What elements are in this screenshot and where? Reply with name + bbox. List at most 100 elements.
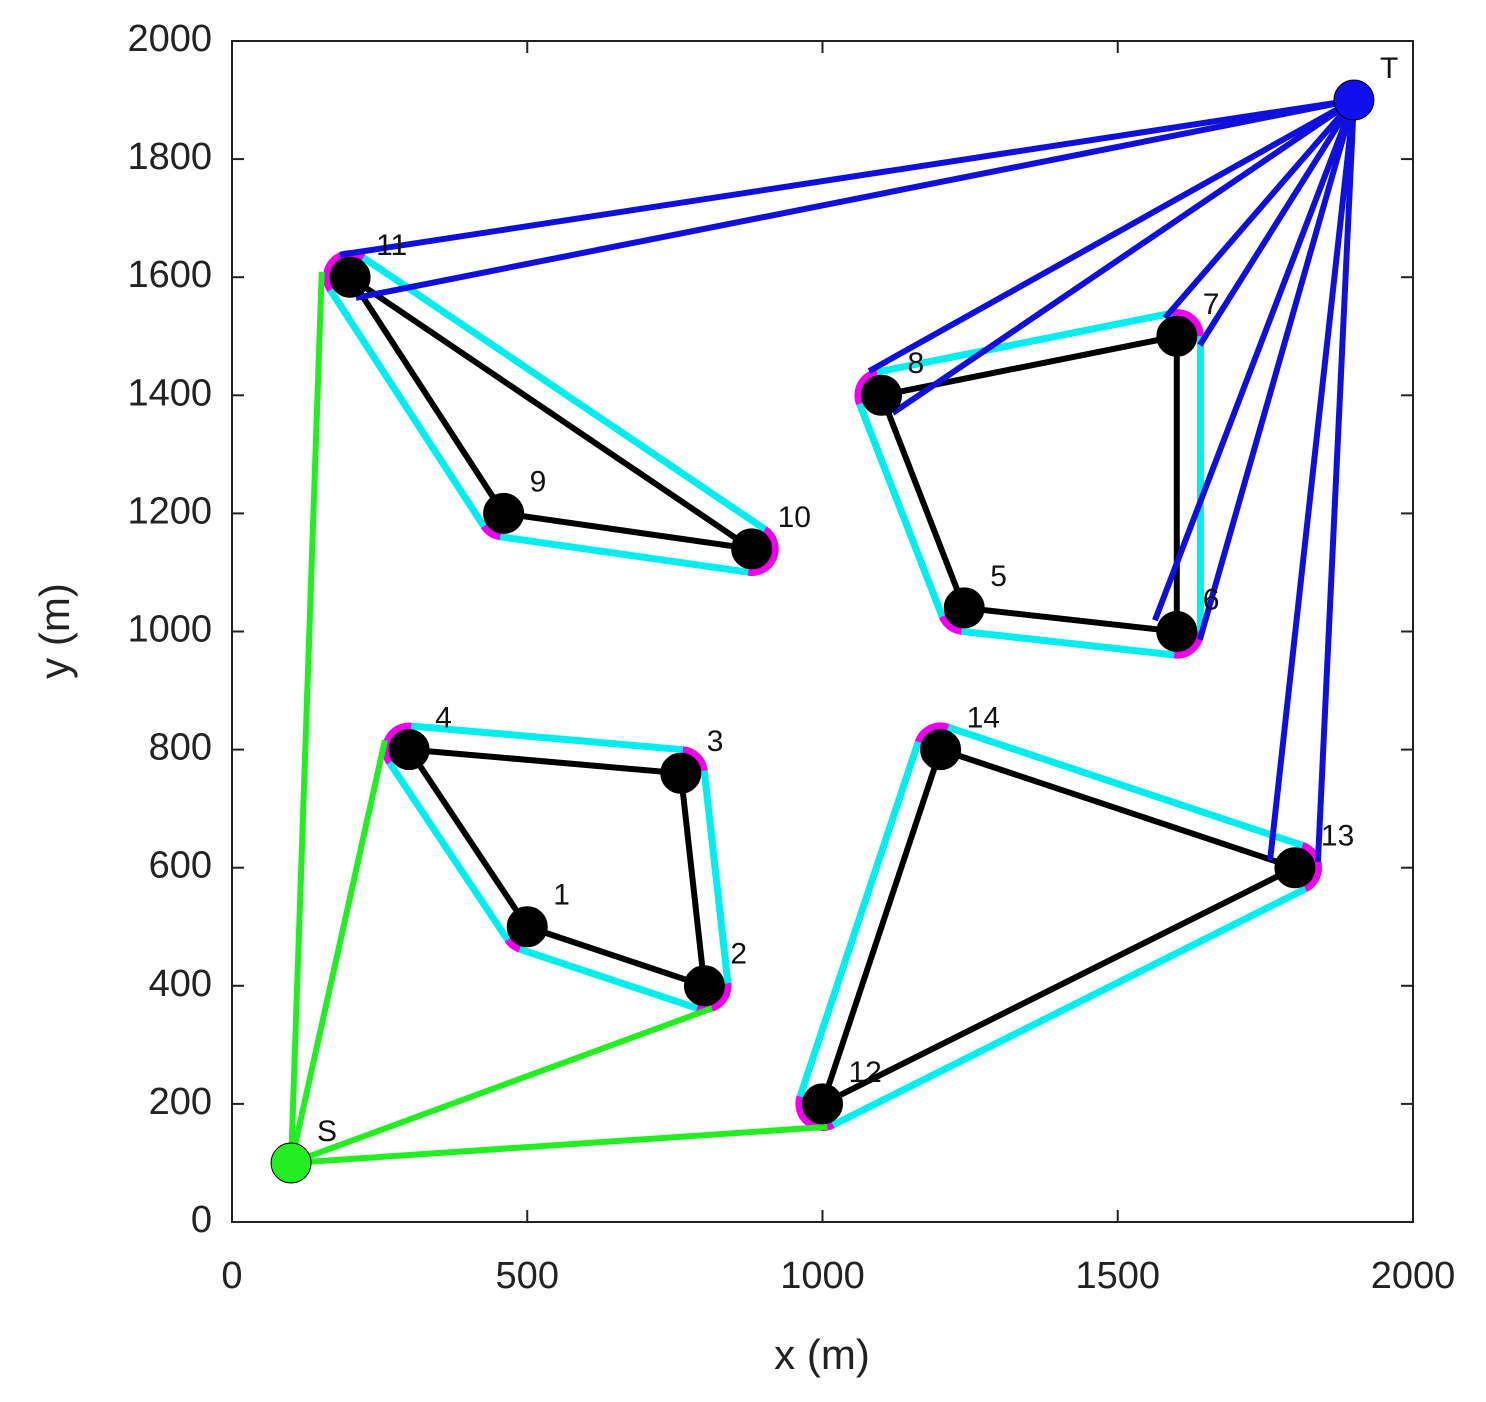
node <box>1156 315 1198 357</box>
outline-segment <box>410 722 684 754</box>
y-tick-label: 1800 <box>127 136 212 178</box>
x-tick-label: 1500 <box>1075 1255 1160 1297</box>
path-segment <box>1314 99 1357 862</box>
path-segment <box>355 97 1355 301</box>
path-segment <box>1162 98 1357 320</box>
node <box>506 906 548 948</box>
outline-corner <box>382 722 412 765</box>
y-tick-label: 1000 <box>127 609 212 651</box>
node-label: S <box>317 1115 337 1148</box>
y-tick-label: 200 <box>149 1081 212 1123</box>
outline-segment <box>499 533 749 576</box>
outline-corner <box>747 526 779 576</box>
outline-segment <box>831 885 1308 1129</box>
node <box>731 528 773 570</box>
outline-segment <box>518 945 699 1012</box>
path-segment <box>867 97 1356 374</box>
node-label: 3 <box>707 725 724 758</box>
node <box>329 256 371 298</box>
y-tick-label: 800 <box>149 727 212 769</box>
node-label: 5 <box>990 560 1007 593</box>
y-tick-label: 1200 <box>127 490 212 532</box>
path-segment <box>288 271 325 1164</box>
outline-corner <box>504 937 522 953</box>
x-tick-label: 2000 <box>1371 1255 1456 1297</box>
node <box>920 729 962 771</box>
node-label: T <box>1380 52 1398 85</box>
outline-segment <box>946 723 1304 849</box>
path-segment <box>290 1123 828 1166</box>
outline-corner <box>1171 309 1204 337</box>
path-segment <box>339 97 1355 258</box>
y-tick-label: 0 <box>191 1199 212 1241</box>
y-tick-label: 2000 <box>127 18 212 60</box>
y-tick-label: 600 <box>149 845 212 887</box>
y-tick-label: 400 <box>149 963 212 1005</box>
edge <box>347 275 507 516</box>
node <box>483 492 525 534</box>
y-axis-label: y (m) <box>31 583 78 679</box>
x-tick-label: 0 <box>221 1255 242 1297</box>
node <box>660 752 702 794</box>
node-label: 7 <box>1203 288 1220 321</box>
path-segment <box>1152 98 1357 622</box>
node <box>943 587 985 629</box>
node-label: 13 <box>1321 820 1354 853</box>
path-segment <box>290 1005 714 1166</box>
outline-segment <box>361 254 767 533</box>
node <box>388 729 430 771</box>
edge <box>819 748 944 1105</box>
path-segment <box>1267 99 1357 861</box>
edge <box>963 604 1178 635</box>
path-segment <box>1196 99 1357 641</box>
outline-segment <box>327 288 487 529</box>
node-label: 1 <box>553 879 570 912</box>
outline-segment <box>386 760 511 942</box>
edge <box>406 747 530 929</box>
outline-corner <box>1301 841 1322 892</box>
edge <box>526 923 706 989</box>
edge <box>939 746 1296 871</box>
path-segment <box>891 97 1356 416</box>
plot-frame <box>231 40 1414 1223</box>
node-label: 10 <box>778 501 811 534</box>
node <box>861 374 903 416</box>
edge <box>503 510 753 552</box>
node <box>1156 611 1198 652</box>
node-label: 11 <box>376 229 407 262</box>
node <box>802 1083 843 1125</box>
outline-corner <box>914 722 950 744</box>
node <box>683 965 725 1007</box>
outline-segment <box>961 627 1175 659</box>
x-axis-label: x (m) <box>774 1331 870 1378</box>
node-label: 2 <box>730 938 747 971</box>
path-segment <box>1197 98 1357 347</box>
node-label: 9 <box>530 465 547 498</box>
outline-corner <box>938 614 963 635</box>
edge <box>821 865 1297 1107</box>
outline-segment <box>876 309 1173 376</box>
node-label: 8 <box>908 347 925 380</box>
outline-segment <box>796 741 922 1098</box>
x-tick-label: 1000 <box>780 1255 865 1297</box>
x-tick-label: 500 <box>496 1255 559 1297</box>
node <box>1333 79 1375 121</box>
outline-corner <box>682 746 708 772</box>
edge <box>348 274 754 552</box>
path-segment <box>288 739 388 1164</box>
node <box>1274 847 1316 889</box>
y-tick-label: 1400 <box>127 372 212 414</box>
node-label: 12 <box>849 1056 882 1089</box>
node-label: 6 <box>1203 583 1220 616</box>
outline-corner <box>854 368 878 406</box>
edge <box>878 394 968 609</box>
outline-segment <box>700 770 732 984</box>
y-tick-label: 1600 <box>127 254 212 296</box>
node-label: 14 <box>967 702 1000 735</box>
outline-segment <box>856 402 946 618</box>
outline-corner <box>480 524 502 541</box>
node <box>270 1142 312 1184</box>
node-label: 4 <box>435 702 452 735</box>
edge <box>408 746 682 777</box>
